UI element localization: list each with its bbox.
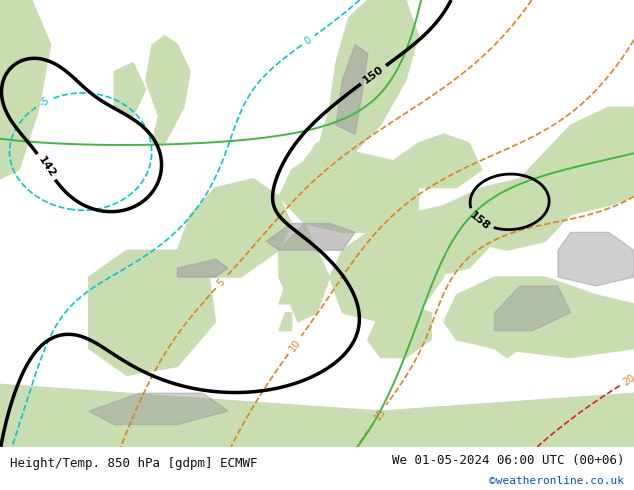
- Polygon shape: [114, 63, 146, 116]
- Text: -5: -5: [38, 96, 51, 109]
- Text: 20: 20: [621, 372, 634, 387]
- Polygon shape: [279, 286, 292, 304]
- Polygon shape: [304, 143, 330, 161]
- Polygon shape: [178, 259, 228, 277]
- Polygon shape: [330, 223, 444, 322]
- Polygon shape: [89, 393, 228, 424]
- Polygon shape: [495, 340, 520, 358]
- Polygon shape: [266, 223, 355, 250]
- Text: 10: 10: [287, 337, 302, 353]
- Polygon shape: [520, 107, 634, 215]
- Polygon shape: [89, 250, 216, 375]
- Polygon shape: [380, 206, 495, 277]
- Text: 5: 5: [216, 276, 227, 288]
- Text: 142: 142: [36, 154, 57, 179]
- Polygon shape: [317, 0, 418, 152]
- Text: We 01-05-2024 06:00 UTC (00+06): We 01-05-2024 06:00 UTC (00+06): [392, 454, 624, 467]
- Polygon shape: [146, 36, 190, 143]
- Polygon shape: [558, 232, 634, 286]
- Polygon shape: [393, 134, 482, 188]
- Polygon shape: [336, 45, 368, 134]
- Polygon shape: [368, 304, 431, 358]
- Polygon shape: [495, 286, 571, 331]
- Polygon shape: [279, 152, 418, 232]
- Text: 0: 0: [302, 34, 314, 46]
- Polygon shape: [279, 223, 330, 322]
- Text: 150: 150: [361, 64, 385, 86]
- Text: 15: 15: [372, 406, 387, 422]
- Text: Height/Temp. 850 hPa [gdpm] ECMWF: Height/Temp. 850 hPa [gdpm] ECMWF: [10, 457, 257, 470]
- Polygon shape: [279, 313, 292, 331]
- Polygon shape: [0, 0, 51, 179]
- Polygon shape: [444, 179, 571, 250]
- Polygon shape: [444, 277, 634, 358]
- Text: ©weatheronline.co.uk: ©weatheronline.co.uk: [489, 476, 624, 487]
- Text: 158: 158: [468, 209, 492, 232]
- Polygon shape: [0, 384, 634, 447]
- Polygon shape: [178, 179, 292, 277]
